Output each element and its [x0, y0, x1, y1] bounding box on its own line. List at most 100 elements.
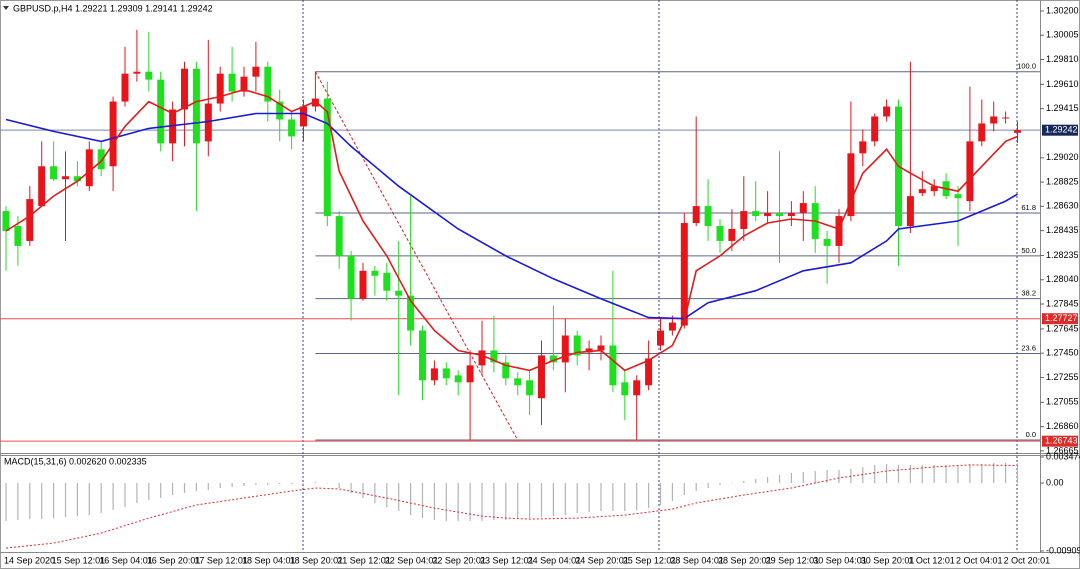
macd-bar	[231, 482, 233, 487]
candle-body	[50, 166, 58, 180]
y-tick-label: 1.27255	[1046, 372, 1079, 382]
macd-bar	[671, 482, 673, 502]
candle-body	[561, 335, 569, 363]
x-tick-label: 25 Sep 12:01	[623, 555, 677, 565]
menu-icon[interactable]	[3, 6, 9, 10]
macd-bar	[564, 482, 566, 516]
candle-body	[14, 226, 22, 246]
candle-body	[478, 350, 486, 366]
candle-body	[930, 186, 938, 192]
macd-bar	[29, 482, 31, 520]
candle-body	[454, 375, 462, 383]
candle-body	[526, 380, 534, 396]
candle-body	[668, 322, 676, 331]
candle-body	[966, 141, 974, 202]
candle-body	[883, 106, 891, 117]
candle-body	[990, 116, 998, 124]
x-tick-label: 30 Sep 20:01	[861, 555, 915, 565]
candle-body	[776, 213, 783, 217]
candle-body	[121, 73, 129, 102]
macd-bar	[731, 482, 733, 484]
candle-body	[978, 123, 986, 142]
macd-bar	[481, 482, 483, 522]
candle-body	[680, 223, 688, 326]
macd-bar	[814, 470, 816, 483]
macd-bar	[76, 482, 78, 517]
macd-bar	[588, 482, 590, 513]
y-tick-label: 1.28630	[1046, 201, 1079, 211]
candle-body	[192, 68, 200, 144]
macd-bar	[433, 482, 435, 521]
candle-body	[335, 216, 343, 256]
macd-bar	[243, 482, 245, 486]
y-tick-label: 1.28825	[1046, 176, 1079, 186]
y-tick-label: 1.28235	[1046, 250, 1079, 260]
price-box-label: 1.26743	[1045, 436, 1078, 446]
macd-bar	[636, 482, 638, 511]
macd-bar	[683, 482, 685, 496]
x-tick-label: 15 Sep 12:01	[52, 555, 106, 565]
macd-bar	[64, 482, 67, 518]
x-tick-label: 28 Sep 04:01	[670, 555, 724, 565]
x-tick-label: 30 Sep 04:01	[813, 555, 867, 565]
macd-bar	[314, 481, 316, 483]
x-tick-label: 21 Sep 12:01	[337, 555, 391, 565]
candle-body	[573, 335, 581, 356]
candle-body	[395, 290, 403, 296]
macd-bar	[945, 464, 947, 483]
candle-body	[799, 203, 807, 214]
candle-body	[835, 216, 843, 246]
candle-body	[466, 365, 474, 383]
macd-bar	[267, 482, 269, 485]
candle-body	[585, 348, 593, 353]
macd-bar	[767, 476, 769, 483]
candle-body	[228, 73, 236, 92]
y-tick-label: -0.009091	[1046, 545, 1080, 555]
fib-label: 50.0	[1021, 246, 1036, 255]
macd-bar	[5, 482, 7, 522]
macd-bar	[53, 482, 55, 519]
x-tick-label: 14 Sep 2020	[4, 555, 55, 565]
macd-bar	[909, 464, 911, 483]
y-tick-label: 1.26665	[1046, 445, 1079, 455]
macd-bar	[790, 472, 792, 483]
y-tick-label: 1.29020	[1046, 152, 1079, 162]
macd-bar	[921, 464, 923, 483]
macd-bar	[933, 464, 935, 483]
x-tick-label: 22 Sep 20:01	[432, 555, 486, 565]
y-tick-label: 0.00	[1046, 477, 1064, 487]
candle-body	[419, 330, 426, 381]
candle-body	[621, 382, 629, 396]
candle-body	[323, 98, 331, 217]
y-tick-label: 1.30005	[1046, 30, 1079, 40]
candle-body	[716, 226, 724, 241]
macd-bar	[148, 482, 150, 501]
candle-body	[1014, 130, 1021, 133]
y-tick-label: 1.27645	[1046, 323, 1079, 333]
y-tick-label: 1.27845	[1046, 298, 1079, 308]
price-box	[1042, 124, 1078, 136]
candle-body	[216, 73, 224, 104]
candle-body	[442, 368, 450, 379]
macd-bar	[445, 482, 447, 522]
candle-body	[657, 330, 664, 346]
x-tick-label: 16 Sep 04:01	[99, 555, 153, 565]
macd-bar	[778, 474, 781, 483]
candle-body	[859, 141, 867, 154]
candle-body	[704, 206, 712, 227]
candle-body	[752, 211, 760, 217]
y-tick-label: 1.28040	[1046, 274, 1079, 284]
macd-bar	[540, 482, 543, 518]
candle-body	[740, 211, 748, 229]
x-tick-label: 2 Oct 04:01	[956, 555, 1003, 565]
macd-bar	[993, 462, 995, 483]
candle-body	[169, 109, 177, 144]
candle-body	[62, 176, 69, 180]
macd-bar	[183, 482, 186, 494]
candle-body	[728, 228, 736, 241]
macd-bar	[505, 482, 507, 521]
macd-bar	[576, 482, 578, 514]
